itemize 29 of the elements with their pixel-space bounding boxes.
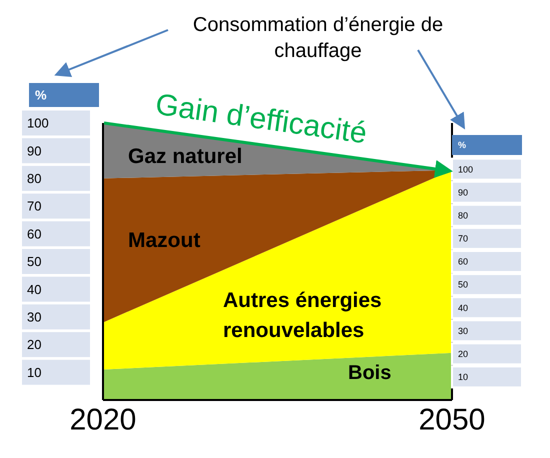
- y2-tick-label: 60: [458, 256, 468, 267]
- y2-tick-label: 20: [458, 348, 468, 359]
- y-tick-label: 100: [27, 116, 49, 131]
- y2-tick-label: 80: [458, 210, 468, 220]
- y-tick-label: 20: [27, 337, 42, 352]
- y2-tick-label: 10: [458, 372, 468, 382]
- y2-tick-label: 30: [458, 326, 468, 336]
- y-tick-label: 10: [27, 364, 42, 380]
- y2-tick-label: 40: [458, 302, 468, 313]
- y-tick-label: 90: [27, 143, 42, 158]
- y2-tick-label: 70: [458, 234, 468, 244]
- y-tick-label: 50: [27, 254, 42, 270]
- x-tick-label: 2020: [70, 403, 136, 436]
- series-label: Bois: [348, 361, 392, 386]
- y-tick-label: 40: [27, 282, 42, 297]
- x-tick-label: 2050: [418, 403, 486, 436]
- series-label: Mazout: [128, 228, 200, 254]
- y-axis-title: %: [35, 88, 47, 103]
- y-tick-label: 60: [27, 226, 42, 242]
- y-tick-label: 80: [27, 170, 42, 186]
- y-tick-label: 30: [27, 309, 42, 324]
- y2-axis-title: %: [458, 140, 466, 150]
- chart-title: Consommation d’énergie de chauffage: [192, 13, 444, 64]
- y2-tick-label: 50: [458, 280, 468, 290]
- series-label: Gaz naturel: [128, 144, 242, 170]
- y-tick-label: 70: [27, 198, 42, 214]
- series-label: Autres énergies renouvelables: [223, 288, 383, 344]
- y2-tick-label: 100: [458, 164, 474, 174]
- y2-tick-label: 90: [458, 187, 468, 198]
